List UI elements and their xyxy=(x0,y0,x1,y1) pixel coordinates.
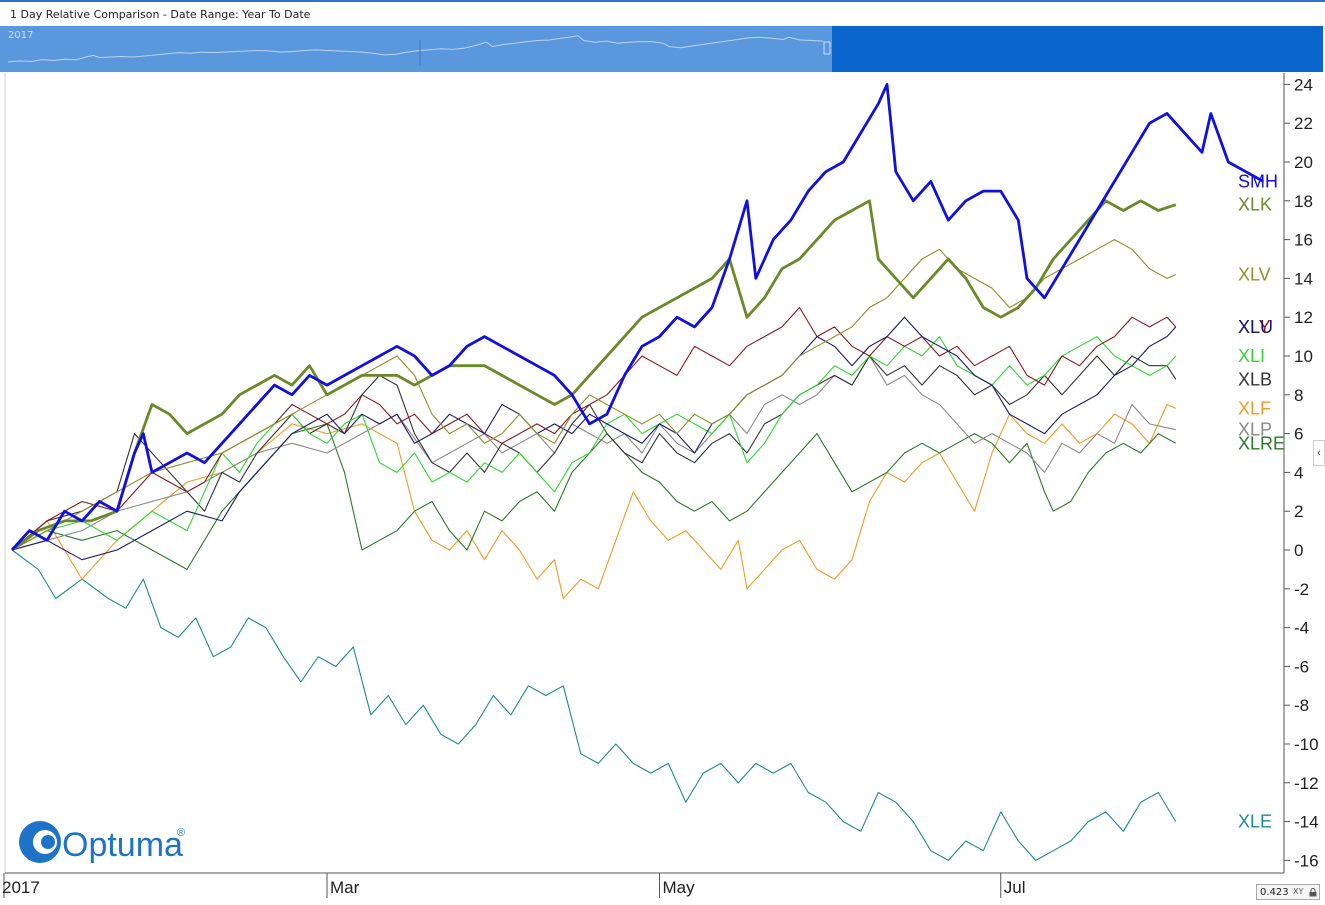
y-tick-label: 10 xyxy=(1294,347,1313,366)
series-label-xly: XLY xyxy=(1238,317,1271,337)
x-tick-label: 2017 xyxy=(2,878,40,897)
x-axis: 2017 Mar May Jul xyxy=(2,873,1025,898)
optuma-logo-icon-core xyxy=(41,835,55,849)
y-tick-label: 24 xyxy=(1294,75,1313,94)
y-tick-label: 2 xyxy=(1294,502,1303,521)
y-tick-label: 16 xyxy=(1294,231,1313,250)
y-axis: 242220181614121086420-2-4-6-8-10-12-14-1… xyxy=(1284,75,1319,870)
series-line-xlp xyxy=(11,355,1176,551)
x-tick-label: Mar xyxy=(330,878,360,897)
y-tick-label: 20 xyxy=(1294,153,1313,172)
y-tick-label: 12 xyxy=(1294,308,1313,327)
y-tick-label: 14 xyxy=(1294,269,1313,288)
optuma-logo: Optuma ® xyxy=(19,821,185,864)
navigator-handle[interactable] xyxy=(823,41,831,55)
series-line-xlu xyxy=(11,316,1177,561)
navigator-selection[interactable] xyxy=(0,26,832,72)
y-tick-label: -16 xyxy=(1294,851,1319,870)
coordinate-value: 0.423 xyxy=(1260,887,1289,898)
y-tick-label: 6 xyxy=(1294,425,1303,444)
x-tick-label: Jul xyxy=(1004,878,1026,897)
y-tick-label: -6 xyxy=(1294,657,1309,676)
series-label-xle: XLE xyxy=(1238,812,1272,832)
series-group xyxy=(10,83,1264,861)
x-tick-label: May xyxy=(663,878,696,897)
series-line-xlf xyxy=(11,403,1177,600)
series-label-xlp: XLP xyxy=(1238,420,1272,440)
series-label-xlb: XLB xyxy=(1238,369,1272,389)
y-tick-label: 8 xyxy=(1294,386,1303,405)
coordinate-badge[interactable]: 0.423 XY xyxy=(1256,884,1320,900)
series-label-xlv: XLV xyxy=(1238,265,1271,285)
series-line-xlk xyxy=(11,199,1177,552)
series-label-xlu: XLU xyxy=(1238,317,1273,337)
y-tick-label: 4 xyxy=(1294,463,1303,482)
y-tick-label: -12 xyxy=(1294,774,1319,793)
y-tick-label: -10 xyxy=(1294,735,1319,754)
lock-icon[interactable] xyxy=(1309,888,1317,897)
series-label-xlf: XLF xyxy=(1238,398,1271,418)
y-tick-label: -8 xyxy=(1294,696,1309,715)
y-tick-label: 18 xyxy=(1294,192,1313,211)
series-label-xlk: XLK xyxy=(1238,195,1272,215)
y-tick-label: -14 xyxy=(1294,813,1319,832)
window-title: 1 Day Relative Comparison - Date Range: … xyxy=(10,8,311,21)
series-line-xly xyxy=(11,306,1177,551)
series-line-xlb xyxy=(11,355,1177,551)
series-line-smh xyxy=(10,83,1264,551)
series-label-xlre: XLRE xyxy=(1238,433,1285,453)
xy-mode-label[interactable]: XY xyxy=(1293,887,1304,896)
optuma-logo-text: Optuma xyxy=(62,826,183,864)
navigator-range[interactable] xyxy=(832,26,1323,72)
panel-toggle-button[interactable]: ‹ xyxy=(1313,440,1325,466)
series-line-xlre xyxy=(11,423,1177,570)
navigator-sparkline xyxy=(7,35,824,63)
y-tick-label: -2 xyxy=(1294,580,1309,599)
title-bar: 1 Day Relative Comparison - Date Range: … xyxy=(0,0,1325,26)
optuma-logo-mark: ® xyxy=(177,827,185,839)
y-tick-label: 0 xyxy=(1294,541,1303,560)
series-label-smh: SMH xyxy=(1238,171,1278,191)
y-tick-label: 22 xyxy=(1294,114,1313,133)
y-tick-label: -4 xyxy=(1294,619,1309,638)
series-line-xle xyxy=(11,549,1177,861)
date-navigator[interactable]: 2017 xyxy=(0,26,1323,72)
navigator-label: 2017 xyxy=(8,30,33,41)
series-label-xli: XLI xyxy=(1238,346,1265,366)
